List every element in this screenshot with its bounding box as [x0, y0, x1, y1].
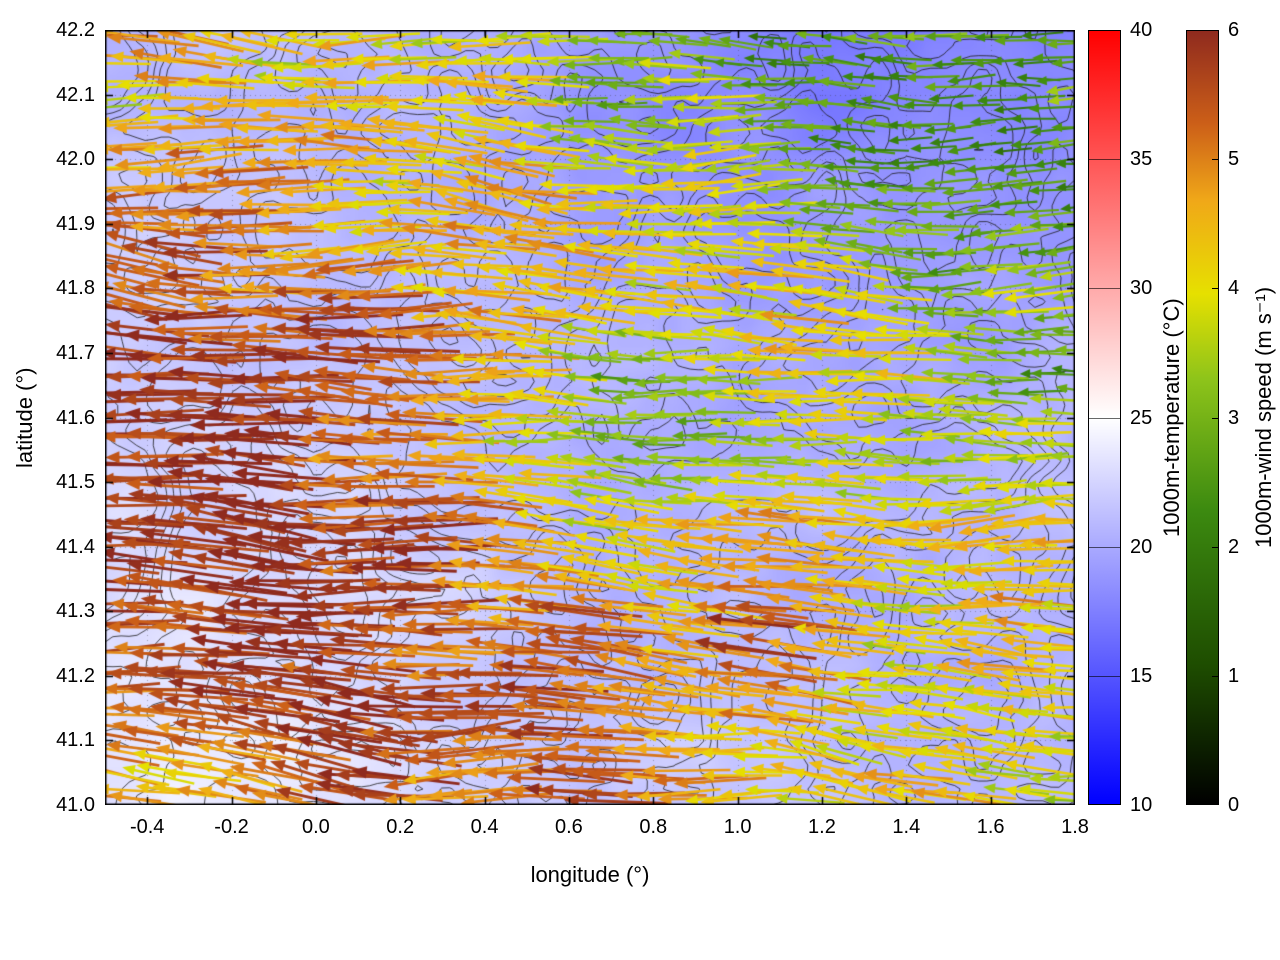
plot-canvas	[105, 30, 1075, 805]
y-tick-label: 42.2	[56, 19, 95, 41]
y-tick-label: 41.5	[56, 471, 95, 494]
colorbar-tick-label: 10	[1130, 794, 1153, 816]
colorbar-tick-label: 3	[1228, 406, 1240, 429]
y-tick-label: 42.1	[56, 83, 95, 106]
wind-speed-colorbar-title: 1000m-wind speed (m s⁻¹)	[1251, 286, 1276, 549]
x-tick-label: -0.4	[129, 816, 165, 838]
x-tick-label: 1.8	[1061, 816, 1089, 838]
colorbar-tick-label: 15	[1130, 664, 1153, 687]
x-tick-label: 0.6	[555, 816, 583, 838]
colorbar-tick-mark	[1088, 159, 1121, 161]
colorbar-tick-mark	[1212, 288, 1219, 290]
x-tick-label: 0.4	[470, 816, 499, 838]
y-tick-label: 41.6	[56, 406, 95, 429]
x-tick-label: 0.0	[301, 816, 330, 838]
colorbar-tick-mark	[1212, 159, 1219, 161]
colorbar-tick-mark	[1088, 675, 1121, 677]
colorbar-tick-label: 40	[1130, 19, 1153, 41]
colorbar-tick-label: 4	[1228, 277, 1240, 300]
y-tick-label: 41.2	[56, 664, 95, 687]
colorbar-tick-mark	[1088, 546, 1121, 548]
x-tick-label: 1.2	[808, 816, 836, 838]
y-tick-label: 41.3	[56, 600, 95, 623]
y-tick-label: 41.1	[56, 729, 95, 752]
colorbar-tick-mark	[1212, 675, 1219, 677]
y-tick-label: 41.0	[56, 794, 95, 816]
colorbar-tick-mark	[1088, 288, 1121, 290]
colorbar-tick-label: 25	[1130, 406, 1153, 429]
y-tick-label: 41.7	[56, 341, 95, 364]
colorbar-tick-label: 5	[1228, 148, 1240, 171]
colorbar-tick-label: 1	[1228, 664, 1240, 687]
y-axis-title: latitude (°)	[12, 367, 37, 468]
y-tick-label: 41.9	[56, 212, 95, 235]
temperature-colorbar-title: 1000m-temperature (°C)	[1159, 298, 1184, 537]
y-tick-label: 41.4	[56, 535, 95, 558]
colorbar-tick-label: 30	[1130, 277, 1153, 300]
x-tick-label: 0.2	[386, 816, 415, 838]
x-tick-label: 1.6	[976, 816, 1005, 838]
x-tick-label: 1.0	[723, 816, 752, 838]
colorbar-tick-mark	[1088, 417, 1121, 419]
colorbar-tick-mark	[1212, 546, 1219, 548]
colorbar-tick-label: 2	[1228, 535, 1240, 558]
y-tick-label: 42.0	[56, 148, 95, 171]
colorbar-tick-label: 0	[1228, 794, 1240, 816]
colorbar-tick-mark	[1212, 417, 1219, 419]
y-tick-label: 41.8	[56, 277, 95, 300]
colorbar-tick-label: 20	[1130, 535, 1153, 558]
x-tick-label: 1.4	[892, 816, 921, 838]
colorbar-tick-label: 35	[1130, 148, 1153, 171]
colorbar-tick-label: 6	[1228, 19, 1240, 41]
x-tick-label: 0.8	[639, 816, 668, 838]
x-axis-title: longitude (°)	[530, 862, 650, 887]
x-tick-label: -0.2	[214, 816, 249, 838]
